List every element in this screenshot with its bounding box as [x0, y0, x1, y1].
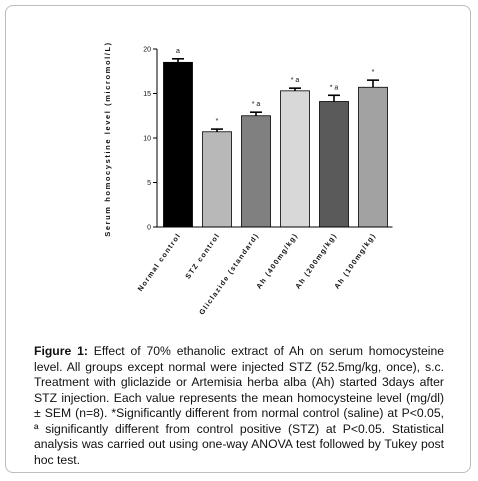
x-tick-label: Ah (200mg/kg)	[293, 231, 338, 291]
significance-label: a	[176, 48, 180, 55]
figure-frame	[5, 5, 471, 473]
y-axis: 0 5 10 15 20	[143, 47, 158, 232]
bar	[280, 90, 310, 228]
x-tick-label: Normal control	[136, 231, 183, 293]
y-tick-label: 10	[143, 136, 151, 143]
y-tick-label: 5	[147, 180, 151, 187]
y-tick-label: 15	[143, 91, 151, 98]
y-tick-label: 20	[143, 47, 151, 54]
caption-text: Effect of 70% ethanolic extract of Ah on…	[34, 344, 445, 467]
x-tick-label: Ah (100mg/kg)	[332, 231, 377, 291]
significance-label: *	[216, 118, 219, 125]
significance-label: *	[372, 69, 375, 76]
figure-caption: Figure 1: Effect of 70% ethanolic extrac…	[34, 344, 444, 468]
bar	[241, 115, 271, 228]
bar-chart: 0 5 10 15 20 a * * a * a * a * Normal control STZ …	[103, 41, 393, 316]
significance-label: * a	[330, 84, 339, 91]
bars: a * * a * a * a *	[157, 48, 393, 228]
bar	[358, 86, 388, 228]
x-tick-label: Ah (400mg/kg)	[254, 231, 299, 291]
y-tick-label: 0	[147, 225, 151, 232]
bar	[202, 131, 232, 228]
significance-label: * a	[291, 77, 300, 84]
y-axis-label: Serum homocystine level (micromol/L)	[103, 41, 112, 237]
x-tick-label: STZ control	[183, 231, 221, 281]
significance-label: * a	[252, 101, 261, 108]
bar	[319, 101, 349, 228]
bar	[163, 61, 193, 228]
caption-label: Figure 1:	[34, 344, 88, 358]
